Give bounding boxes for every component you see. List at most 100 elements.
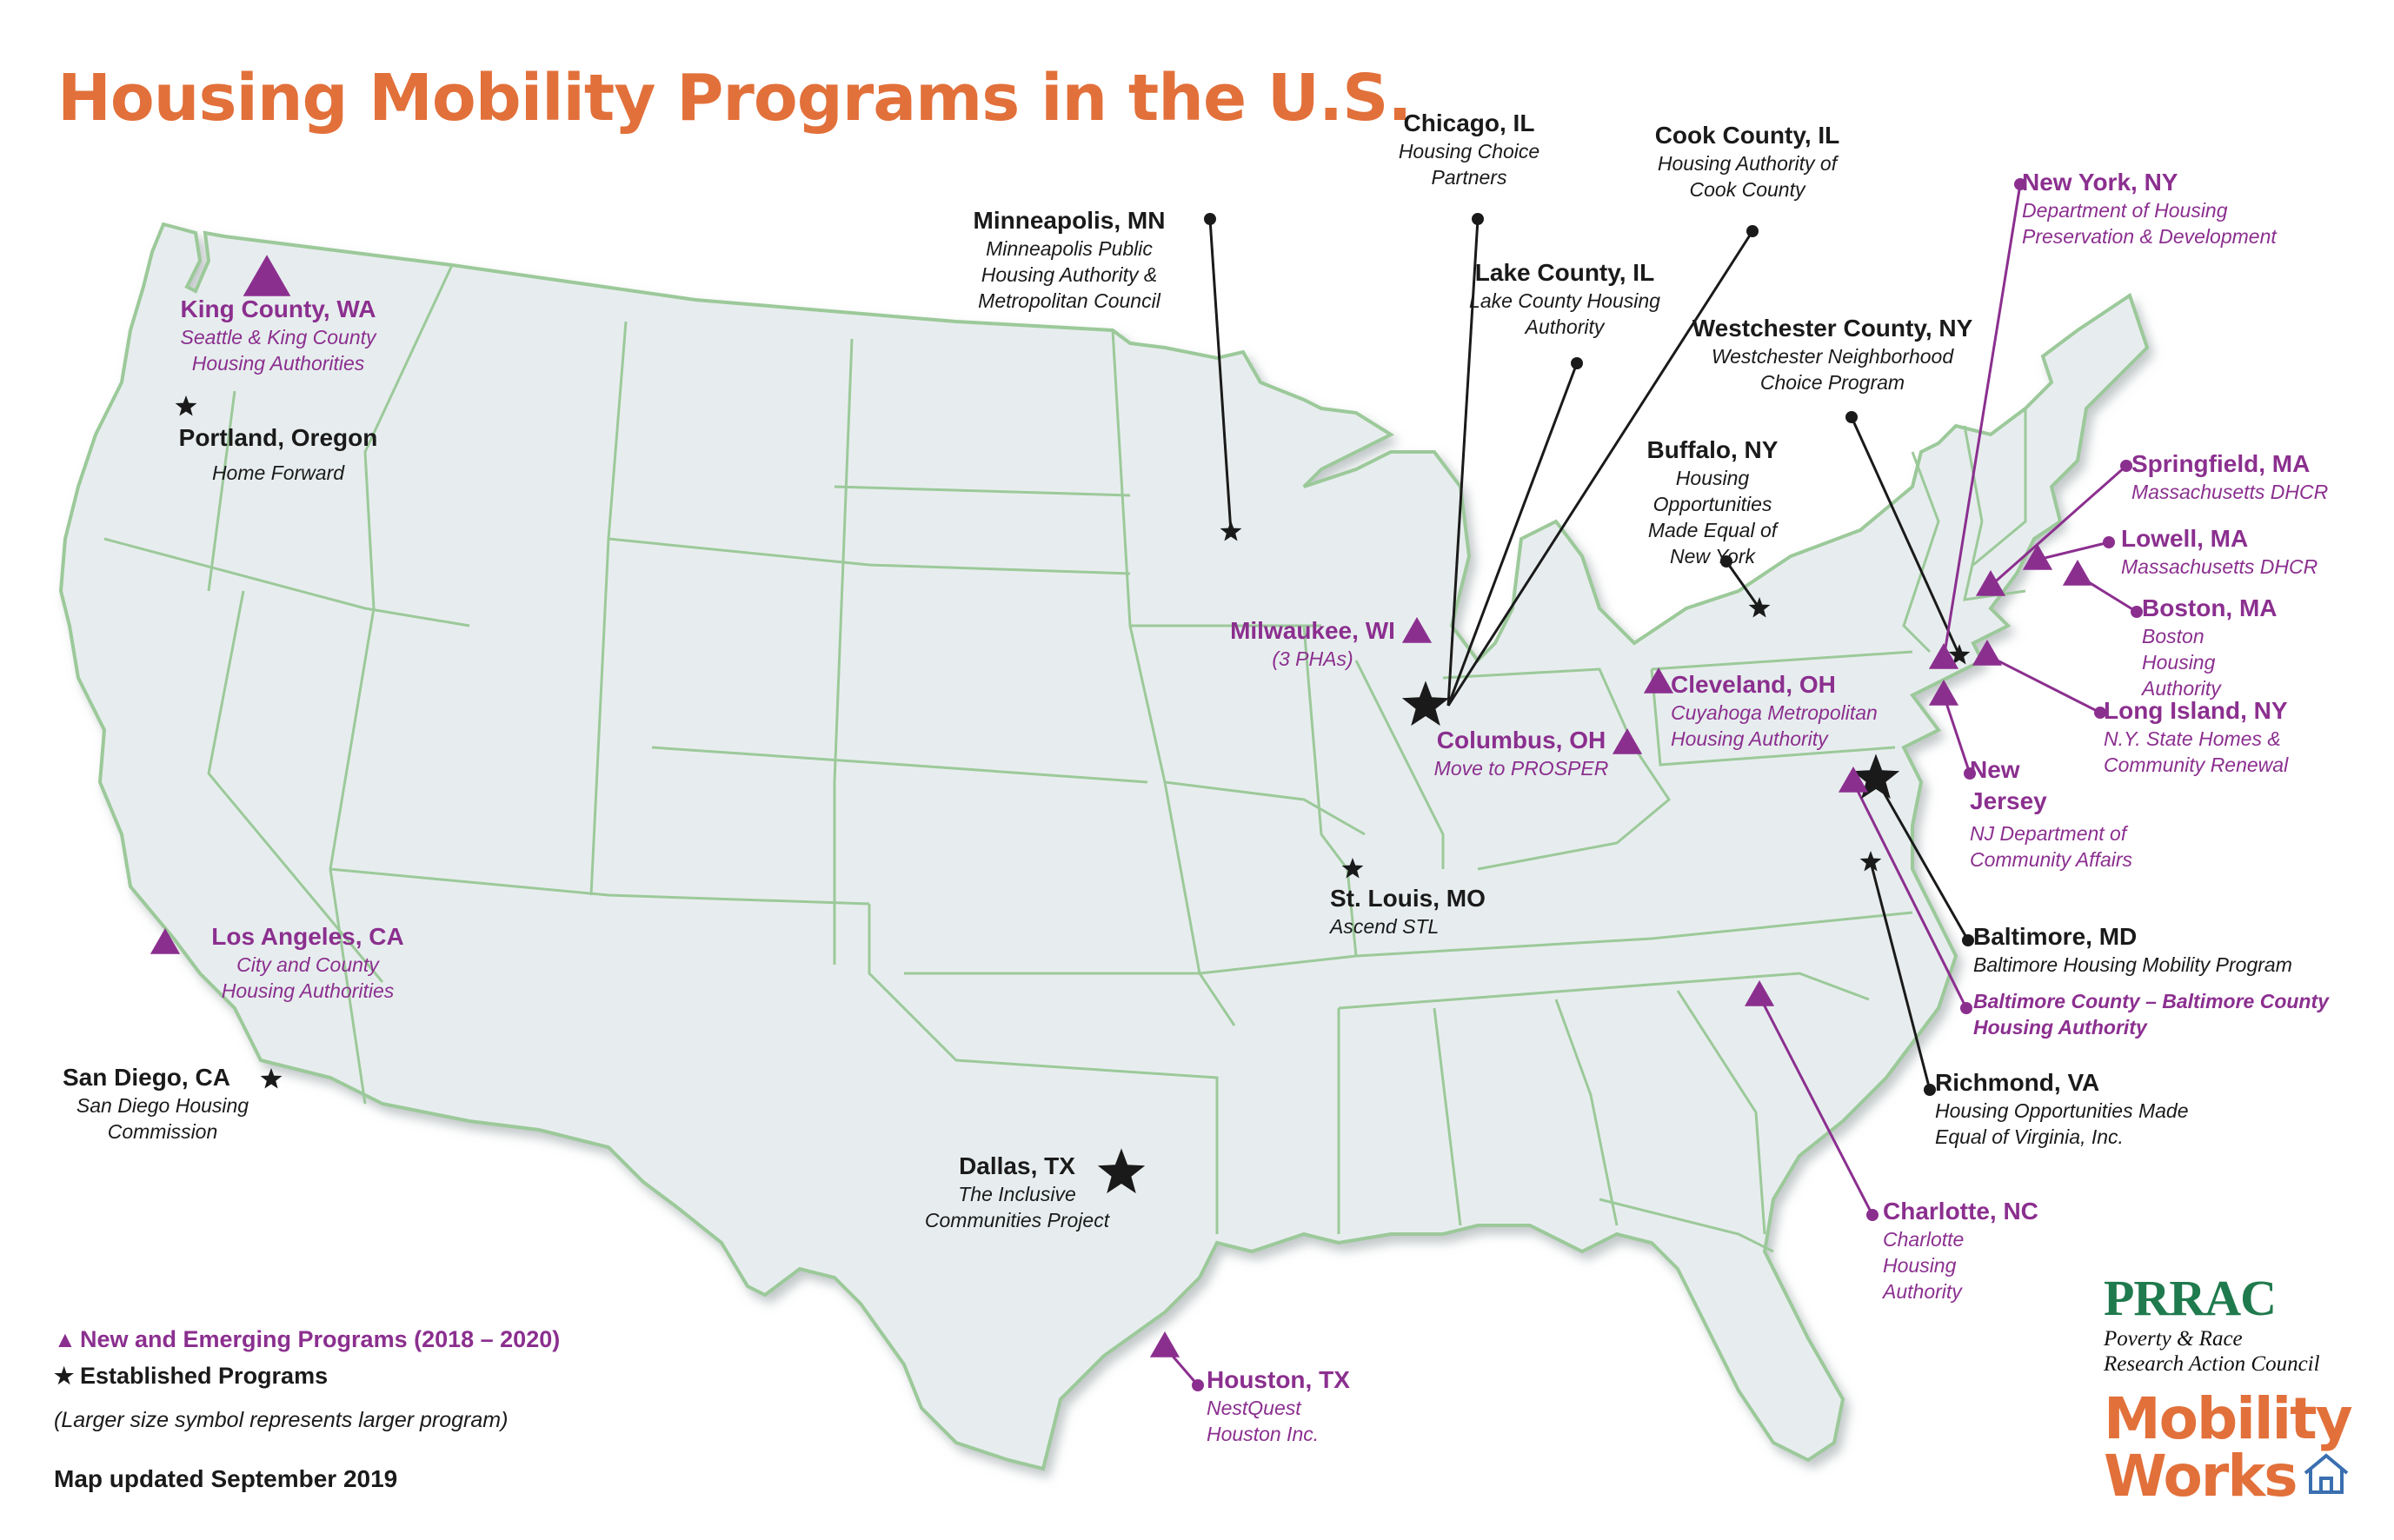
losangeles-triangle-icon — [150, 928, 181, 954]
label-longisland-name: Long Island, NY — [2104, 697, 2288, 724]
label-baltimore-name: Baltimore, MD — [1973, 923, 2138, 950]
leader-dot-chicago — [1571, 357, 1583, 369]
label-newjersey-org: NJ Department of Community Affairs — [1970, 821, 2133, 871]
boston-triangle-icon — [2062, 560, 2093, 586]
label-king-org: Seattle & King County Housing Authoritie… — [180, 326, 376, 375]
page-title: Housing Mobility Programs in the U.S. — [57, 61, 1413, 136]
cleveland-triangle-icon — [1643, 667, 1674, 694]
label-lakecounty: Lake County, IL Lake County Housing Auth… — [1460, 257, 1669, 341]
label-chicago-name: Chicago, IL — [1403, 110, 1535, 136]
prrac-sub-1: Poverty & Race — [2104, 1327, 2243, 1351]
leader-dot-minneapolis — [1204, 213, 1216, 225]
label-springfield-org: Massachusetts DHCR — [2131, 481, 2329, 504]
label-newyork-org: Department of Housing Preservation & Dev… — [2022, 199, 2277, 249]
legend-established: ★ Established Programs — [54, 1363, 328, 1390]
leader-dot-charlotte — [1866, 1209, 1879, 1221]
prrac-sub-2: Research Action Council — [2104, 1351, 2320, 1376]
label-lowell: Lowell, MA Massachusetts DHCR — [2121, 523, 2347, 581]
stlouis-star-icon — [1341, 858, 1364, 879]
label-columbus-name: Columbus, OH — [1436, 727, 1606, 753]
newyork-triangle-icon — [1928, 643, 1959, 669]
leader-line-chicago — [1446, 230, 1754, 707]
star-icon: ★ — [54, 1363, 75, 1389]
mobility-works-line2: Works — [2104, 1448, 2351, 1505]
baltcounty-triangle-icon — [1838, 767, 1869, 793]
columbus-triangle-icon — [1612, 728, 1643, 754]
label-newyork: New York, NY Department of Housing Prese… — [2022, 167, 2335, 250]
label-dallas-name: Dallas, TX — [959, 1152, 1075, 1179]
springfield-triangle-icon — [1975, 570, 2006, 596]
label-newjersey-name: New Jersey — [1970, 756, 2047, 815]
leader-dot-baltimore — [1962, 934, 1974, 946]
label-westchester-name: Westchester County, NY — [1692, 315, 1973, 342]
label-losangeles: Los Angeles, CA City and County Housing … — [177, 921, 438, 1005]
label-losangeles-name: Los Angeles, CA — [211, 923, 404, 950]
label-springfield-name: Springfield, MA — [2131, 450, 2311, 477]
label-baltimore: Baltimore, MD Baltimore Housing Mobility… — [1973, 921, 2338, 979]
label-buffalo-org: Housing Opportunities Made Equal of New … — [1647, 467, 1778, 568]
label-longisland-org: N.Y. State Homes & Community Renewal — [2104, 727, 2289, 777]
leader-line-chicago — [1446, 362, 1579, 707]
chicago-star-icon — [1401, 680, 1450, 727]
label-charlotte-org: Charlotte Housing Authority — [1883, 1228, 1965, 1304]
label-longisland: Long Island, NY N.Y. State Homes & Commu… — [2104, 695, 2364, 779]
leader-line-springfield — [1990, 464, 2127, 587]
leader-line-newjersey — [1942, 694, 1972, 774]
label-houston-name: Houston, TX — [1207, 1366, 1350, 1393]
baltimore-star-icon — [1852, 753, 1900, 800]
label-newjersey: New Jersey NJ Department of Community Af… — [1970, 754, 2178, 873]
minneapolis-star-icon — [1220, 521, 1242, 541]
label-richmond: Richmond, VA Housing Opportunities Made … — [1935, 1067, 2265, 1151]
label-westchester-org: Westchester Neighborhood Choice Program — [1711, 345, 1954, 395]
label-chicago: Chicago, IL Housing Choice Partners — [1373, 108, 1565, 191]
state-borders — [103, 264, 2027, 1253]
label-cookcounty: Cook County, IL Housing Authority of Coo… — [1634, 120, 1860, 203]
leader-dot-westchester — [1845, 411, 1858, 423]
house-icon — [2304, 1453, 2348, 1494]
label-charlotte-name: Charlotte, NC — [1883, 1198, 2038, 1225]
label-cookcounty-name: Cook County, IL — [1654, 122, 1840, 149]
leader-line-minneapolis — [1208, 218, 1233, 533]
leader-dot-newjersey — [1964, 767, 1976, 780]
prrac-logo: PRRAC Poverty & Race Research Action Cou… — [2104, 1269, 2320, 1377]
label-chicago-org: Housing Choice Partners — [1398, 140, 1540, 189]
label-newyork-name: New York, NY — [2022, 169, 2178, 196]
leader-line-charlotte — [1758, 995, 1874, 1216]
label-lowell-name: Lowell, MA — [2121, 525, 2249, 552]
label-minneapolis: Minneapolis, MN Minneapolis Public Housi… — [956, 205, 1182, 315]
triangle-icon: ▲ — [54, 1326, 76, 1352]
label-richmond-org: Housing Opportunities Made Equal of Virg… — [1935, 1099, 2189, 1149]
prrac-logo-text: PRRAC — [2104, 1270, 2277, 1326]
label-stlouis-org: Ascend STL — [1330, 915, 1440, 939]
label-king-name: King County, WA — [180, 295, 376, 322]
label-springfield: Springfield, MA Massachusetts DHCR — [2131, 448, 2357, 506]
label-sandiego-org: San Diego Housing Commission — [76, 1094, 249, 1144]
leader-dot-newyork — [2014, 178, 2026, 190]
leader-line-westchester — [1850, 416, 1961, 656]
mobility-works-logo: Mobility Works — [2104, 1385, 2353, 1505]
label-columbus: Columbus, OH Move to PROSPER — [1417, 725, 1626, 782]
label-stlouis-name: St. Louis, MO — [1330, 885, 1486, 912]
dallas-star-icon — [1097, 1148, 1146, 1194]
label-milwaukee-name: Milwaukee, WI — [1230, 617, 1395, 644]
leader-dot-buffalo — [1720, 555, 1732, 568]
sandiego-star-icon — [260, 1068, 283, 1089]
leader-line-buffalo — [1725, 561, 1761, 609]
label-baltcounty-name: Baltimore County – Baltimore County — [1973, 990, 2329, 1012]
label-columbus-org: Move to PROSPER — [1433, 757, 1609, 780]
leader-line-newyork — [1942, 183, 2022, 660]
portland-star-icon — [175, 395, 197, 416]
legend-new-label: New and Emerging Programs (2018 – 2020) — [80, 1326, 561, 1352]
richmond-star-icon — [1859, 851, 1882, 872]
leader-dot-baltcounty — [1960, 1002, 1972, 1014]
label-portland: Portland, Oregon Home Forward — [148, 422, 409, 487]
mobility-works-line1: Mobility — [2104, 1385, 2353, 1452]
label-minneapolis-name: Minneapolis, MN — [973, 207, 1166, 234]
label-cleveland: Cleveland, OH Cuyahoga Metropolitan Hous… — [1671, 669, 1914, 753]
leader-line-lowell — [2037, 541, 2110, 561]
label-milwaukee-org: (3 PHAs) — [1272, 647, 1353, 671]
label-cleveland-org: Cuyahoga Metropolitan Housing Authority — [1671, 701, 1878, 751]
leader-line-chicago — [1446, 218, 1480, 707]
label-lowell-org: Massachusetts DHCR — [2121, 555, 2318, 579]
